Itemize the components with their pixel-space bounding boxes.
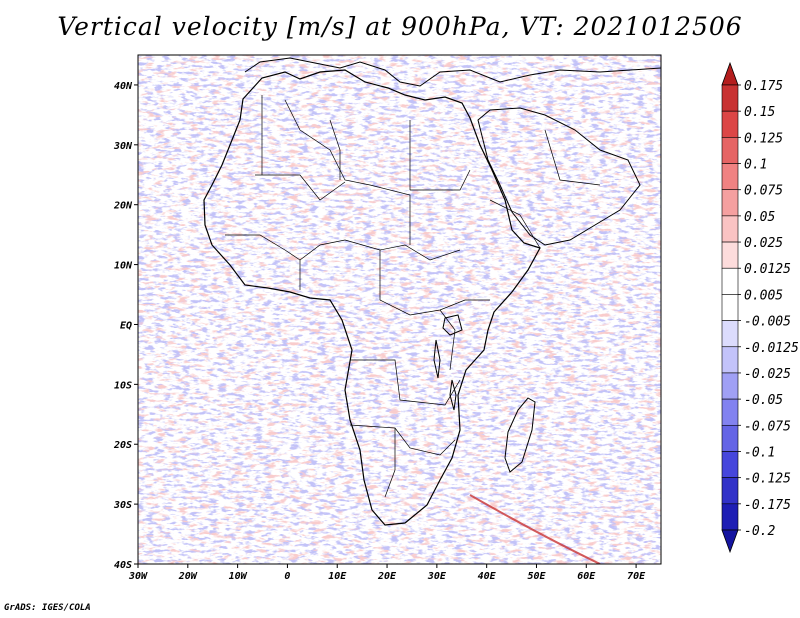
colorbar-label: -0.1 [744, 445, 775, 460]
lat-tick-label: EQ [120, 320, 132, 331]
lat-tick-label: 40N [114, 81, 133, 92]
lon-tick-label: 10W [229, 571, 248, 582]
plot-frame [137, 54, 662, 565]
lat-tick-label: 30S [113, 500, 132, 511]
lake-tanganyika [433, 339, 441, 379]
colorbar-swatch [721, 110, 739, 138]
colorbar-swatch [721, 241, 739, 269]
colorbar-swatch [721, 398, 739, 426]
colorbar-label: -0.2 [744, 524, 775, 539]
colorbar-label: 0.175 [744, 79, 783, 94]
colorbar-swatch [721, 320, 739, 348]
colorbar-top-arrow [721, 61, 739, 86]
lon-tick-label: 20W [178, 571, 198, 582]
colorbar-label: -0.175 [744, 498, 791, 513]
colorbar-swatch [721, 346, 739, 374]
colorbar-swatch [721, 372, 739, 400]
lon-tick-label: 10E [328, 571, 347, 582]
colorbar-label: -0.005 [744, 315, 791, 330]
lon-tick-label: 50E [527, 571, 546, 582]
colorbar-swatch [721, 84, 739, 112]
lat-tick-label: 20S [113, 440, 132, 451]
lon-tick-label: 40E [478, 571, 497, 582]
lat-tick-label: 10N [114, 261, 133, 272]
colorbar-label: 0.0125 [744, 262, 791, 277]
colorbar-label: -0.125 [744, 472, 791, 487]
colorbar-label: -0.075 [744, 419, 791, 434]
colorbar-swatch [721, 267, 739, 295]
footer-credit: GrADS: IGES/COLA [4, 603, 91, 613]
lat-tick-label: 40S [114, 560, 132, 571]
colorbar-label: -0.05 [744, 393, 783, 408]
lat-tick-label: 10S [114, 380, 132, 391]
colorbar-swatch [721, 477, 739, 505]
africa-coastline [203, 69, 541, 526]
arabia-coastline [477, 107, 641, 246]
colorbar: 0.175 0.15 0.125 0.1 0.075 0.05 0.025 0.0125 0.0… [721, 61, 799, 554]
map-title: Vertical velocity [m/s] at 900hPa, VT: 2… [57, 12, 743, 41]
lat-tick-label: 30N [113, 141, 133, 152]
colorbar-label: -0.025 [744, 367, 791, 382]
lon-tick-label: 60E [577, 571, 596, 582]
colorbar-label: 0.025 [744, 236, 783, 251]
colorbar-label: 0.1 [744, 158, 767, 173]
colorbar-label: 0.005 [744, 288, 783, 303]
lon-tick-label: 30W [128, 571, 148, 582]
plot-area [137, 54, 662, 565]
jet-streak [469, 494, 601, 564]
lake-malawi [449, 379, 457, 411]
colorbar-swatch [721, 137, 739, 164]
europe-coastline [244, 57, 661, 87]
lat-tick-label: 20N [113, 201, 133, 212]
colorbar-swatch [721, 163, 739, 191]
colorbar-swatch [721, 215, 739, 243]
colorbar-bottom-arrow [721, 529, 739, 554]
colorbar-label: 0.05 [744, 210, 775, 225]
lake-victoria [442, 314, 463, 336]
axis-ticks: 30W 20W 10W 0 10E 20E 30E 40E 50E 60E 70E 40N 30N 20N… [113, 81, 646, 582]
colorbar-swatch [721, 451, 739, 478]
colorbar-swatch [721, 294, 739, 321]
madagascar-coastline [504, 397, 536, 473]
colorbar-swatch [721, 424, 739, 452]
colorbar-label: 0.075 [744, 184, 783, 199]
colorbar-swatch [721, 189, 739, 217]
lon-tick-label: 0 [284, 571, 290, 582]
colorbar-label: 0.15 [744, 105, 775, 120]
colorbar-label: -0.0125 [744, 341, 799, 356]
lon-tick-label: 70E [627, 571, 646, 582]
colorbar-label: 0.125 [744, 131, 783, 146]
coastlines [203, 57, 661, 526]
colorbar-swatch [721, 503, 739, 531]
lon-tick-label: 30E [427, 571, 447, 582]
lon-tick-label: 20E [377, 571, 397, 582]
